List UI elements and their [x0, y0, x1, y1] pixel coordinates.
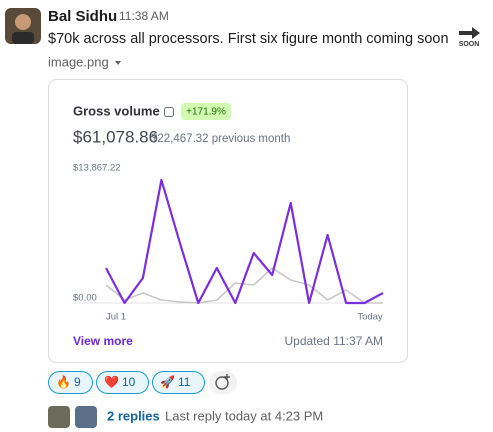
amount: $61,078.86: [73, 127, 158, 146]
chart: $13,867.22 $0.00 Jul 1 Today: [73, 163, 384, 323]
info-icon[interactable]: [164, 107, 174, 117]
reaction-count: 10: [122, 375, 136, 389]
series-line: [105, 178, 384, 305]
image-card[interactable]: [48, 79, 408, 363]
y-tick-label: $0.00: [73, 293, 97, 304]
avatar-body: [12, 32, 34, 44]
soon-arrow: [459, 27, 480, 39]
soon-emoji-text: SOON: [459, 41, 480, 48]
updated-text: Updated 11:37 AM: [284, 334, 383, 348]
y-tick-label: $13,867.22: [73, 163, 121, 174]
add-reaction-plus: [224, 374, 230, 380]
reaction-emoji: ❤️: [104, 375, 119, 389]
message-text: $70k across all processors. First six fi…: [48, 31, 449, 47]
reply-avatar[interactable]: [48, 406, 70, 428]
reaction-pill[interactable]: [96, 371, 149, 394]
reaction-pill[interactable]: [48, 371, 93, 394]
timestamp[interactable]: 11:38 AM: [119, 9, 169, 23]
avatar-face: [15, 14, 31, 30]
reaction-emoji: 🚀: [160, 375, 175, 389]
reactions: 🔥 9 ❤️ 10 🚀 11: [48, 371, 205, 394]
reaction-count: 9: [74, 375, 81, 389]
previous-amount: $22,467.32 previous month: [151, 133, 290, 145]
view-more-link[interactable]: View more: [73, 334, 133, 348]
badge-text: +171.9%: [186, 107, 226, 118]
attachment-caret[interactable]: [115, 61, 121, 65]
replies-link[interactable]: 2 replies: [107, 408, 160, 423]
badge: [181, 103, 231, 120]
x-tick-label: Today: [357, 312, 383, 323]
card-title: Gross volume: [73, 103, 160, 118]
attachment-name[interactable]: image.png: [48, 54, 109, 69]
reaction-count: 11: [178, 375, 191, 389]
reaction-emoji: 🔥: [56, 375, 71, 389]
reply-avatar[interactable]: [75, 406, 97, 428]
last-reply: Last reply today at 4:23 PM: [165, 408, 323, 423]
add-reaction-icon: [215, 376, 229, 390]
series-line: [105, 267, 383, 304]
reaction-pill[interactable]: [152, 371, 205, 394]
add-reaction[interactable]: [209, 371, 237, 394]
author[interactable]: Bal Sidhu: [48, 8, 117, 25]
x-tick-label: Jul 1: [106, 312, 126, 323]
